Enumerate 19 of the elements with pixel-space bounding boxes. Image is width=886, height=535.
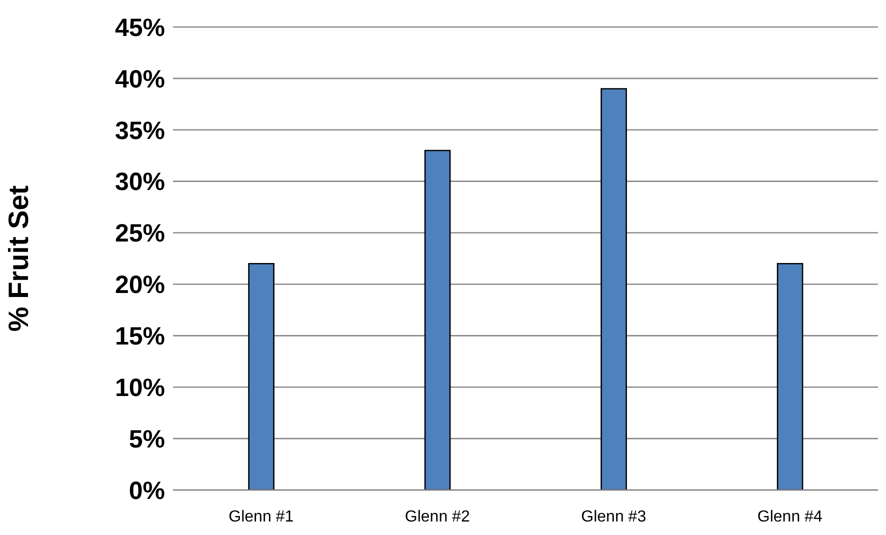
- y-tick-label: 45%: [114, 14, 165, 42]
- x-tick-label: Glenn #3: [581, 508, 646, 526]
- y-tick-label: 10%: [114, 374, 165, 402]
- y-tick-label: 5%: [128, 425, 165, 454]
- x-tick-label: Glenn #2: [404, 508, 470, 526]
- y-tick-label: 20%: [114, 271, 165, 300]
- x-tick-label: Glenn #4: [757, 508, 822, 526]
- y-tick-label: 0%: [128, 476, 165, 505]
- bar: [424, 150, 451, 490]
- y-tick-label: 40%: [114, 65, 165, 94]
- y-tick-label: 30%: [114, 168, 165, 196]
- y-tick-label: 25%: [114, 220, 165, 248]
- x-tick-label: Glenn #1: [228, 508, 294, 526]
- y-tick-label: 15%: [114, 322, 165, 351]
- bar: [600, 88, 627, 490]
- bar: [248, 262, 274, 490]
- bar: [776, 262, 804, 490]
- y-axis-title: % Fruit Set: [2, 185, 34, 332]
- y-tick-label: 35%: [114, 116, 165, 145]
